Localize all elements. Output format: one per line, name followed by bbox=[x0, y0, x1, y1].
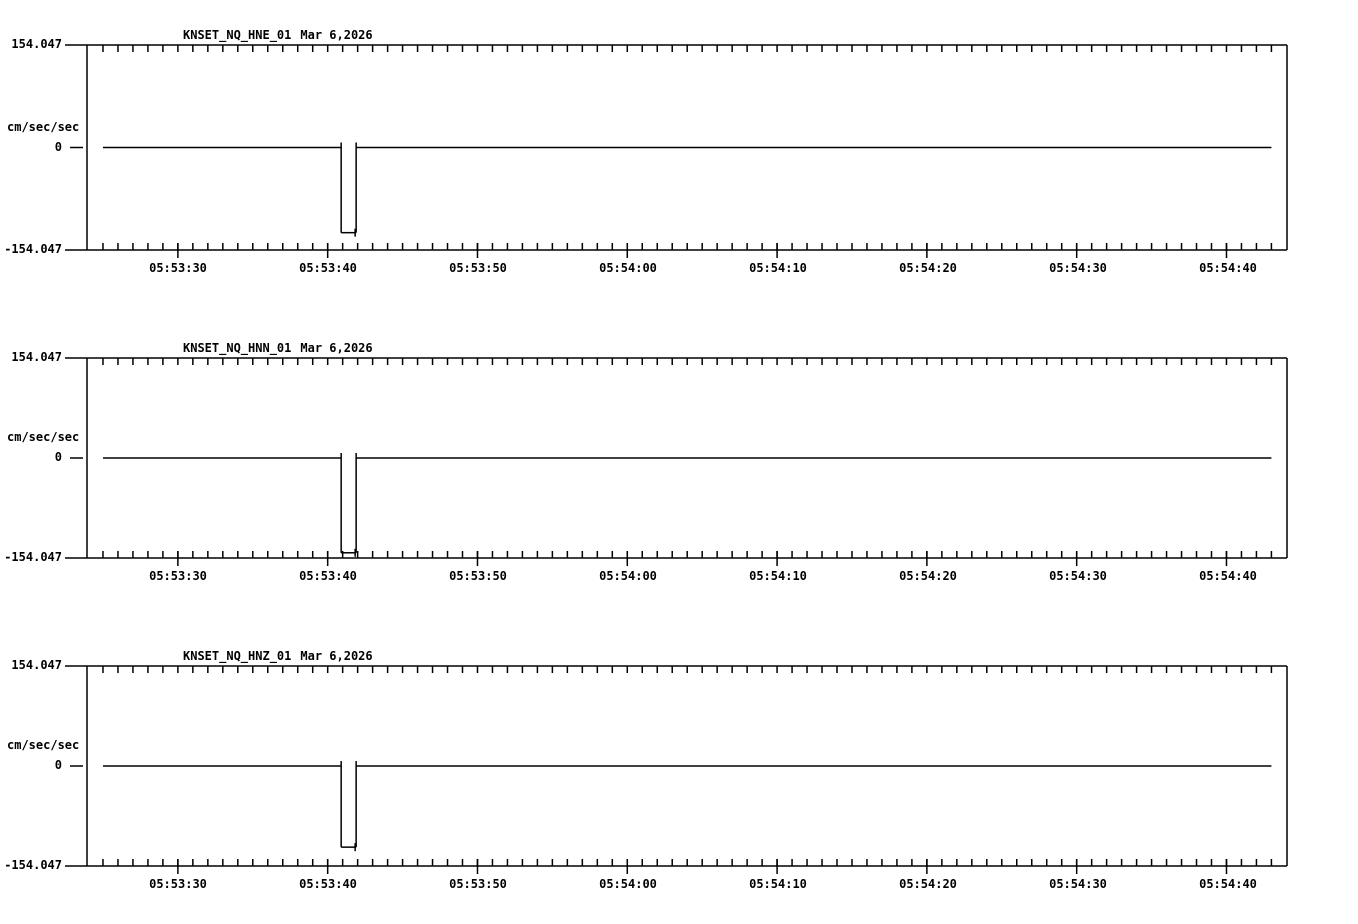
x-tick-label: 05:53:40 bbox=[299, 261, 357, 275]
trace-KNSET_NQ_HNZ_01 bbox=[102, 761, 1272, 852]
x-tick-label: 05:54:00 bbox=[599, 569, 657, 583]
x-tick-label: 05:54:10 bbox=[749, 569, 807, 583]
station-label: KNSET_NQ_HNN_01 bbox=[183, 341, 292, 355]
date-label: Mar 6,2026 bbox=[300, 341, 373, 355]
y-units-label: cm/sec/sec bbox=[7, 738, 80, 752]
panel-hnn: KNSET_NQ_HNN_01 Mar 6,2026 154.047 cm/se… bbox=[0, 342, 1358, 583]
x-tick-labels: 05:53:30 05:53:40 05:53:50 05:54:00 05:5… bbox=[0, 250, 1358, 280]
station-label: KNSET_NQ_HNE_01 bbox=[183, 28, 292, 42]
x-tick-label: 05:53:30 bbox=[149, 261, 207, 275]
y-zero-label: 0 bbox=[54, 450, 62, 464]
x-tick-label: 05:54:20 bbox=[899, 877, 957, 891]
y-min-label: -154.047 bbox=[4, 858, 62, 872]
y-min-label: -154.047 bbox=[4, 550, 62, 564]
date-label: Mar 6,2026 bbox=[300, 28, 373, 42]
panel-title: KNSET_NQ_HNN_01 Mar 6,2026 bbox=[183, 342, 373, 355]
x-tick-label: 05:53:50 bbox=[449, 261, 507, 275]
x-tick-label: 05:54:30 bbox=[1049, 877, 1107, 891]
y-units-label: cm/sec/sec bbox=[7, 430, 80, 444]
panel-axes-KNSET_NQ_HNZ_01 bbox=[65, 665, 1288, 874]
panel-hne: KNSET_NQ_HNE_01 Mar 6,2026 154.047 cm/se… bbox=[0, 29, 1358, 275]
panel-title: KNSET_NQ_HNE_01 Mar 6,2026 bbox=[183, 29, 373, 42]
x-tick-label: 05:54:00 bbox=[599, 877, 657, 891]
x-tick-label: 05:54:40 bbox=[1199, 877, 1257, 891]
x-tick-label: 05:54:30 bbox=[1049, 569, 1107, 583]
date-label: Mar 6,2026 bbox=[300, 649, 373, 663]
trace-KNSET_NQ_HNE_01 bbox=[102, 142, 1272, 237]
x-tick-label: 05:54:20 bbox=[899, 261, 957, 275]
station-label: KNSET_NQ_HNZ_01 bbox=[183, 649, 292, 663]
y-zero-label: 0 bbox=[54, 139, 62, 154]
x-tick-label: 05:53:40 bbox=[299, 877, 357, 891]
y-units-label: cm/sec/sec bbox=[7, 119, 80, 134]
x-tick-label: 05:53:30 bbox=[149, 569, 207, 583]
x-tick-label: 05:54:40 bbox=[1199, 569, 1257, 583]
x-tick-labels: 05:53:30 05:53:40 05:53:50 05:54:00 05:5… bbox=[0, 558, 1358, 588]
panel-axes-KNSET_NQ_HNN_01 bbox=[65, 357, 1288, 566]
y-zero-label: 0 bbox=[54, 758, 62, 772]
y-max-label: 154.047 bbox=[11, 658, 62, 672]
x-tick-label: 05:53:50 bbox=[449, 877, 507, 891]
x-tick-label: 05:53:50 bbox=[449, 569, 507, 583]
x-tick-label: 05:53:40 bbox=[299, 569, 357, 583]
x-tick-label: 05:54:20 bbox=[899, 569, 957, 583]
x-tick-labels: 05:53:30 05:53:40 05:53:50 05:54:00 05:5… bbox=[0, 866, 1358, 896]
panel-hnz: KNSET_NQ_HNZ_01 Mar 6,2026 154.047 cm/se… bbox=[0, 650, 1358, 891]
panel-title: KNSET_NQ_HNZ_01 Mar 6,2026 bbox=[183, 650, 373, 663]
x-tick-label: 05:54:00 bbox=[599, 261, 657, 275]
x-tick-label: 05:54:10 bbox=[749, 877, 807, 891]
y-min-label: -154.047 bbox=[4, 242, 62, 256]
x-tick-label: 05:54:40 bbox=[1199, 261, 1257, 275]
y-max-label: 154.047 bbox=[11, 350, 62, 364]
x-tick-label: 05:53:30 bbox=[149, 877, 207, 891]
panel-axes-KNSET_NQ_HNE_01 bbox=[65, 44, 1288, 258]
x-tick-label: 05:54:30 bbox=[1049, 261, 1107, 275]
y-max-label: 154.047 bbox=[11, 37, 62, 51]
trace-KNSET_NQ_HNN_01 bbox=[102, 453, 1272, 557]
x-tick-label: 05:54:10 bbox=[749, 261, 807, 275]
